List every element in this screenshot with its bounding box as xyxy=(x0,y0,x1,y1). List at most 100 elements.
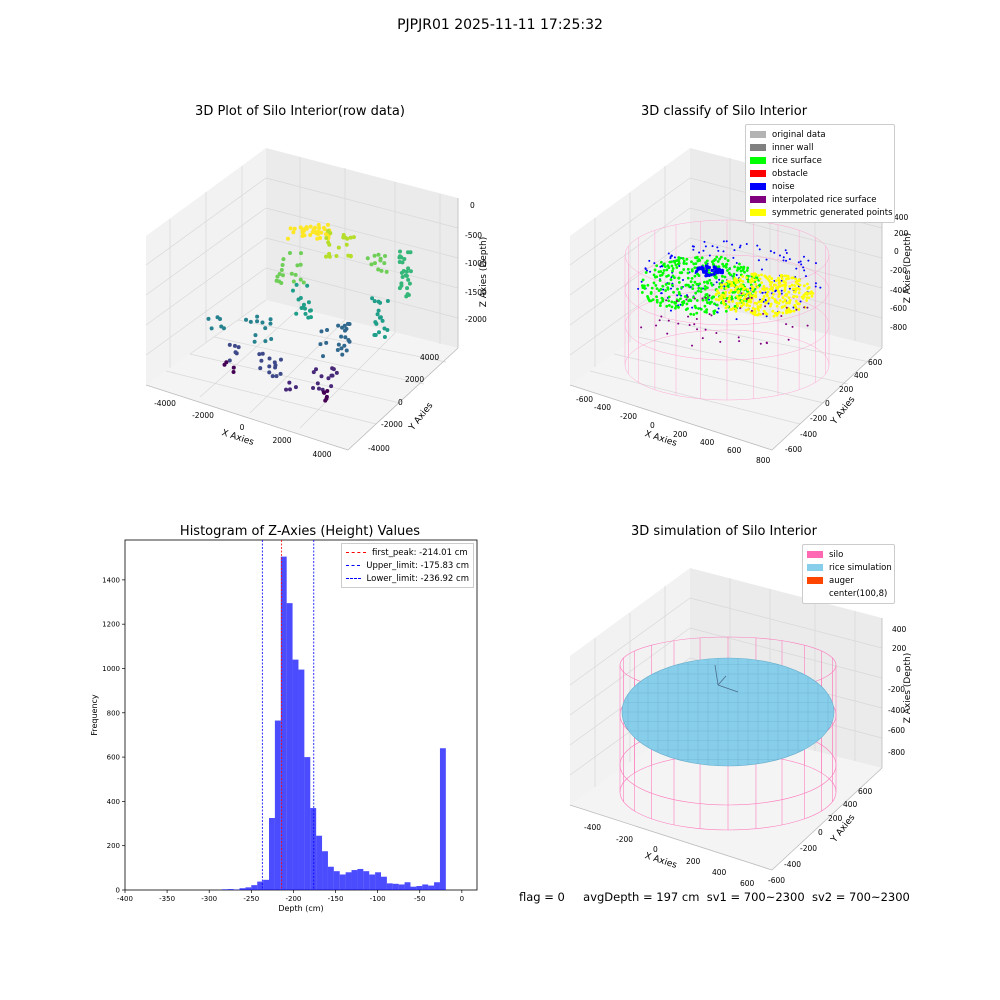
classify-point xyxy=(785,292,788,296)
classify-point xyxy=(706,296,710,300)
classify-point xyxy=(645,269,648,272)
classify-point xyxy=(745,276,748,280)
classify-point xyxy=(735,301,739,305)
classify-point xyxy=(653,262,656,265)
raw-data-point xyxy=(402,256,407,261)
classify-point xyxy=(802,255,805,258)
histogram-bar xyxy=(286,603,293,890)
classify-point xyxy=(724,265,728,269)
classify-point xyxy=(800,295,804,299)
histogram-ytick-label: 1400 xyxy=(102,576,120,584)
classify-point xyxy=(748,291,752,295)
classify-point xyxy=(716,311,719,314)
histogram-bar xyxy=(257,881,264,890)
classify-point xyxy=(778,281,782,285)
raw-data-point xyxy=(340,325,345,330)
classify-point xyxy=(702,270,706,274)
classify-point xyxy=(665,268,669,272)
raw-axes-box xyxy=(145,148,459,451)
legend-swatch xyxy=(750,157,766,164)
classify-point xyxy=(689,280,693,284)
classify-point xyxy=(745,243,748,246)
classify-point xyxy=(799,300,802,303)
classify-point xyxy=(735,262,738,265)
classify-point xyxy=(701,337,704,340)
raw-data-point xyxy=(218,317,223,322)
classify-point xyxy=(760,281,764,285)
classify-point xyxy=(678,271,682,274)
classify-point xyxy=(733,249,736,252)
classify-point xyxy=(723,275,727,279)
classify-legend: original data inner wall rice surface ob… xyxy=(745,124,895,223)
classify-point xyxy=(646,283,650,287)
raw-data-point xyxy=(224,360,229,365)
classify-point xyxy=(740,292,743,295)
classify-point xyxy=(704,264,708,268)
classify-point xyxy=(661,284,665,288)
classify-point xyxy=(746,266,750,270)
classify-point xyxy=(769,304,772,308)
legend-entry-original-data: original data xyxy=(750,128,890,141)
classify-point xyxy=(757,308,761,312)
raw-data-point xyxy=(274,374,279,379)
classify-point xyxy=(652,281,656,285)
legend-swatch xyxy=(750,196,766,203)
classify-point xyxy=(750,285,754,289)
classify-point xyxy=(764,305,767,308)
classify-point xyxy=(795,308,798,311)
classify-point xyxy=(766,299,770,303)
raw-data-point xyxy=(206,316,211,321)
classify-point xyxy=(791,325,794,328)
classify-point xyxy=(715,289,719,293)
classify-point xyxy=(676,294,679,297)
classify-ytick: 200 xyxy=(839,385,854,394)
classify-point xyxy=(681,303,684,307)
histogram-bar xyxy=(339,874,346,890)
histogram-ytick-label: 1000 xyxy=(102,665,120,673)
classify-point xyxy=(762,295,766,298)
classify-point xyxy=(731,306,735,310)
classify-point xyxy=(675,300,678,303)
classify-point xyxy=(802,266,805,269)
raw-data-point xyxy=(284,387,289,392)
classify-point xyxy=(717,307,720,310)
sim-xtick: 400 xyxy=(712,868,727,877)
classify-point xyxy=(695,317,698,320)
classify-point xyxy=(699,287,703,291)
raw-xtick: 0 xyxy=(240,423,245,432)
classify-point xyxy=(768,280,772,284)
classify-point xyxy=(754,295,758,299)
classify-point xyxy=(698,251,701,254)
classify-point xyxy=(749,300,753,304)
raw-data-point xyxy=(343,235,348,240)
classify-point xyxy=(752,294,756,297)
classify-point xyxy=(732,256,735,259)
classify-point xyxy=(677,322,680,325)
legend-line xyxy=(346,578,361,579)
raw-data-point xyxy=(267,370,272,375)
classify-point xyxy=(644,268,647,271)
classify-point xyxy=(773,298,777,301)
classify-point xyxy=(790,276,794,280)
classify-point xyxy=(750,309,753,312)
classify-point xyxy=(783,288,787,292)
classify-point xyxy=(717,298,721,302)
classify-point xyxy=(682,279,685,282)
sim-ztick: -800 xyxy=(888,748,905,757)
classify-point xyxy=(703,284,707,288)
classify-point xyxy=(701,297,704,300)
raw-data-point xyxy=(278,357,283,362)
classify-point xyxy=(777,279,781,282)
raw-data-point xyxy=(376,252,381,257)
classify-point xyxy=(667,319,670,322)
raw-data-point xyxy=(323,398,328,403)
classify-point xyxy=(689,299,693,303)
raw-data-point xyxy=(318,342,323,347)
sim-ytick: 600 xyxy=(858,787,873,796)
classify-point xyxy=(665,299,668,302)
classify-point xyxy=(660,292,663,295)
sim-xtick: -200 xyxy=(616,835,633,844)
classify-point xyxy=(770,277,774,280)
classify-point xyxy=(712,312,716,315)
classify-point xyxy=(716,246,719,249)
